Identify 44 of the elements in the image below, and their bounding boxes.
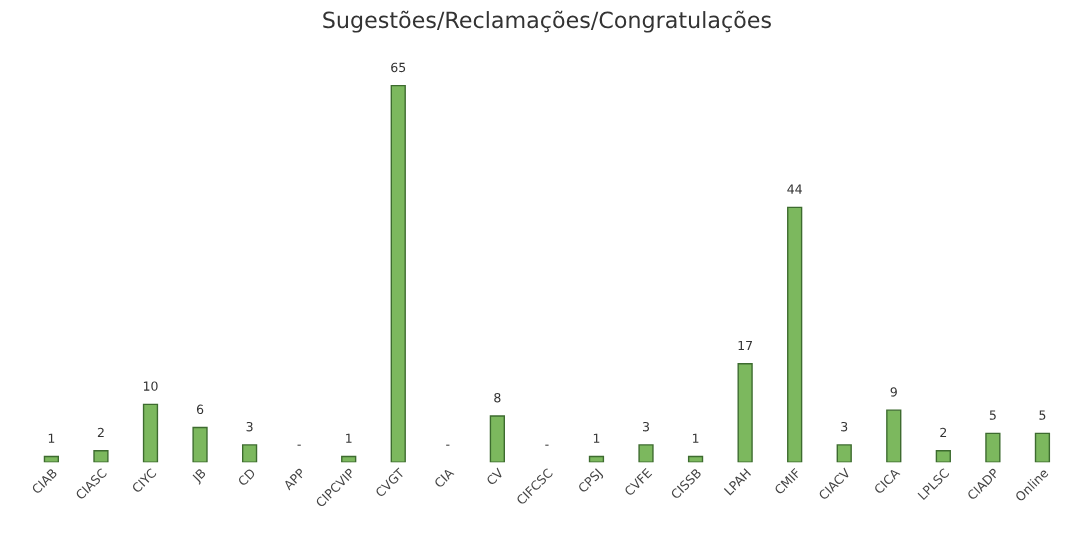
bar — [93, 450, 109, 463]
bar — [489, 415, 505, 463]
bar — [886, 409, 902, 463]
data-label: 9 — [890, 387, 897, 397]
x-tick-label: CIA — [433, 467, 455, 489]
bar — [192, 426, 208, 463]
data-label: 10 — [143, 381, 158, 391]
bar — [1034, 432, 1051, 463]
data-label: 3 — [643, 421, 649, 432]
bar — [638, 444, 654, 463]
data-label: 1 — [692, 433, 699, 443]
data-label: 2 — [97, 427, 104, 438]
data-label: 5 — [1039, 410, 1046, 420]
data-label: - — [545, 444, 549, 446]
bar — [935, 450, 951, 463]
bar — [737, 363, 753, 463]
data-label: - — [297, 444, 301, 446]
data-label: 6 — [196, 404, 204, 415]
bar — [341, 455, 357, 463]
data-label: 1 — [48, 433, 55, 443]
bar — [241, 444, 258, 463]
x-tick-label: CV — [485, 467, 505, 486]
bar — [43, 455, 60, 463]
data-label: 3 — [841, 421, 848, 432]
x-tick-label: CD — [237, 467, 256, 487]
data-label: - — [446, 444, 450, 446]
bar — [687, 455, 704, 463]
bar — [142, 403, 159, 463]
bar — [836, 444, 852, 463]
bar — [787, 206, 803, 463]
bar — [390, 84, 406, 463]
x-tick-label: JB — [191, 468, 208, 485]
data-label: 65 — [391, 62, 406, 73]
chart-title: Sugestões/Reclamações/Congratulações — [323, 10, 771, 33]
data-label: 3 — [246, 421, 253, 432]
data-label: 17 — [738, 340, 753, 351]
data-label: 8 — [494, 392, 501, 403]
bar — [588, 455, 605, 463]
data-label: 5 — [989, 410, 996, 420]
data-label: 44 — [787, 184, 802, 194]
data-label: 2 — [940, 427, 947, 438]
data-label: 1 — [593, 433, 600, 443]
bar — [985, 432, 1001, 463]
data-label: 1 — [346, 433, 352, 443]
